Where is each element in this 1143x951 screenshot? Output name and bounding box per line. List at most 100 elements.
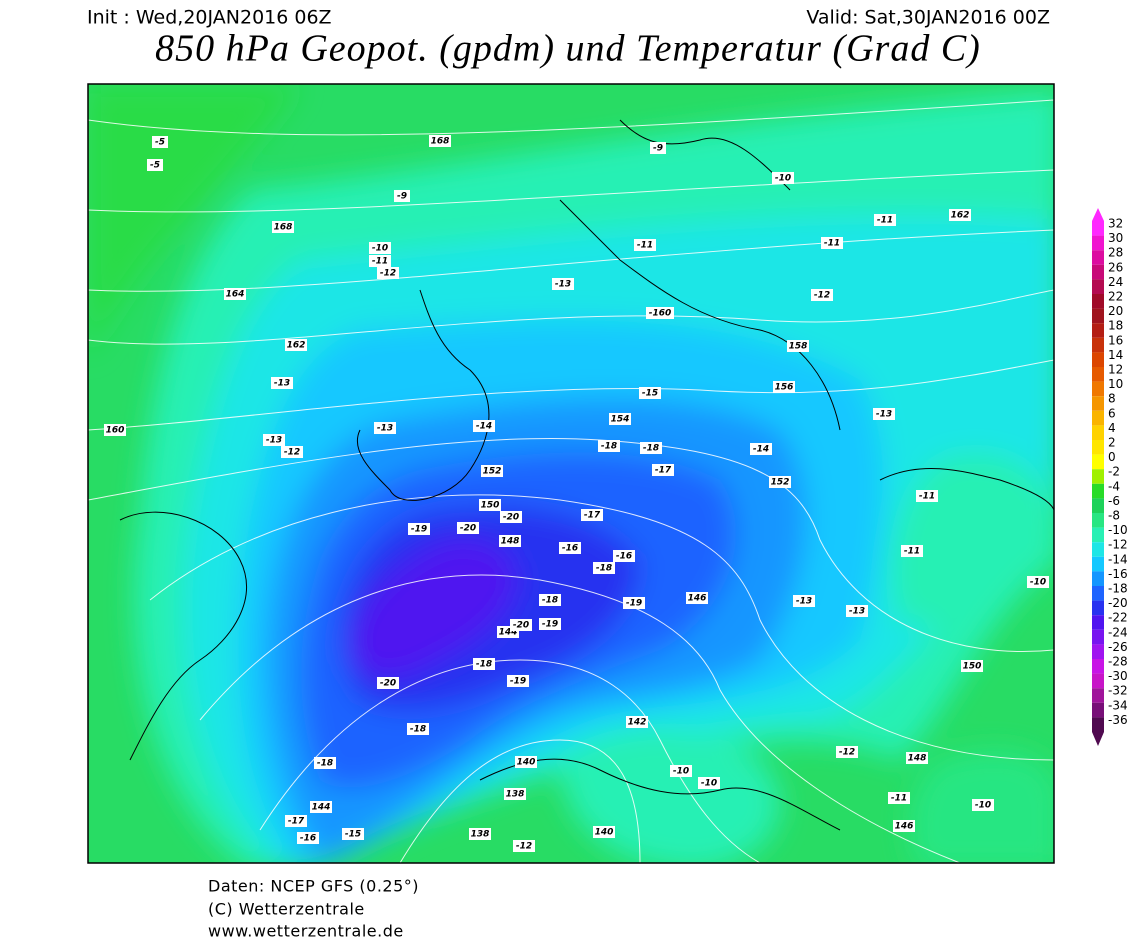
contour-label-box xyxy=(473,420,495,432)
temperature-field xyxy=(88,84,1054,863)
colorbar-label: -16 xyxy=(1108,567,1128,581)
contour-label-box xyxy=(224,288,246,300)
contour-label-box xyxy=(510,619,532,631)
colorbar-label: 20 xyxy=(1108,304,1123,318)
contour-label-box xyxy=(1027,576,1049,588)
map-frame xyxy=(87,83,1055,864)
contour-label-box xyxy=(626,716,648,728)
contour-label: -10 xyxy=(975,801,991,811)
contour-label: -11 xyxy=(372,257,388,267)
colorbar-label: -36 xyxy=(1108,713,1128,727)
colorbar-swatch xyxy=(1092,688,1104,703)
contour-label-box xyxy=(310,801,332,813)
zone xyxy=(88,84,300,360)
coastlines xyxy=(119,119,1054,831)
colorbar-label: -28 xyxy=(1108,655,1128,669)
colorbar-swatch xyxy=(1092,337,1104,353)
contour-label: 162 xyxy=(287,341,306,351)
colorbar-label: 32 xyxy=(1108,217,1123,231)
contour-label: -13 xyxy=(876,410,892,420)
contour-label: -15 xyxy=(642,389,658,399)
footer-source: Daten: NCEP GFS (0.25°) xyxy=(208,877,419,896)
contour-label-box xyxy=(613,550,635,562)
contour-label: -10 xyxy=(372,244,388,254)
colorbar-swatch xyxy=(1092,542,1104,557)
footer-url: www.wetterzentrale.de xyxy=(208,922,404,941)
contour-label-box xyxy=(750,443,772,455)
contour-label: -9 xyxy=(397,192,407,202)
contour-label: -17 xyxy=(584,511,601,521)
colorbar-label: -4 xyxy=(1108,479,1120,493)
contour-label: -19 xyxy=(510,677,526,687)
colorbar-swatch xyxy=(1092,235,1104,251)
colorbar-swatch xyxy=(1092,221,1104,236)
contour-label-box xyxy=(650,142,666,154)
contour-label-box xyxy=(369,255,391,267)
colorbar-label: -20 xyxy=(1108,596,1128,610)
contour-label: -17 xyxy=(655,466,672,476)
contour-label: -11 xyxy=(919,492,935,502)
contour-label-box xyxy=(846,605,868,617)
contour-label: 146 xyxy=(688,594,707,604)
colorbar-label: -6 xyxy=(1108,494,1120,508)
contour-label-box xyxy=(515,756,537,768)
colorbar-swatch xyxy=(1092,629,1104,645)
contour-label-box xyxy=(539,594,561,606)
init-time: Init : Wed,20JAN2016 06Z xyxy=(87,7,332,29)
contour-label: -10 xyxy=(701,779,717,789)
contour-label-box xyxy=(104,424,126,436)
contour-label: -14 xyxy=(476,422,492,432)
contour-label-box xyxy=(374,422,396,434)
colorbar-label: -30 xyxy=(1108,669,1128,683)
colorbar-label: -22 xyxy=(1108,611,1128,625)
colorbar-swatch xyxy=(1092,702,1104,718)
contour-label-box xyxy=(773,381,795,393)
contour-label: 144 xyxy=(312,803,331,813)
colorbar-label: -24 xyxy=(1108,625,1128,639)
contour-label: 160 xyxy=(106,426,125,436)
contour-label: 150 xyxy=(963,662,982,672)
contour-label-box xyxy=(407,723,429,735)
colorbar-swatch xyxy=(1092,571,1104,586)
contour-label: 152 xyxy=(483,467,502,477)
contour-label-box xyxy=(272,221,294,233)
contour-label: -16 xyxy=(562,544,578,554)
colorbar-arrow-top xyxy=(1092,208,1104,221)
contour-label-box xyxy=(539,618,561,630)
colorbar-swatch xyxy=(1092,644,1104,659)
contour-label: -12 xyxy=(284,448,300,458)
contour-label-box xyxy=(698,777,720,789)
colorbar-swatch xyxy=(1092,381,1104,397)
colorbar-swatch xyxy=(1092,483,1104,499)
colorbar-swatch xyxy=(1092,556,1104,572)
colorbar-label: -8 xyxy=(1108,509,1120,523)
colorbar-label: 10 xyxy=(1108,377,1123,391)
contour-label-box xyxy=(772,172,794,184)
colorbar-label: -32 xyxy=(1108,684,1128,698)
contour-label: -17 xyxy=(288,817,305,827)
contour-label-box xyxy=(377,677,399,689)
contour-label: 168 xyxy=(431,137,450,147)
contour-label: 138 xyxy=(471,830,490,840)
contour-label-box xyxy=(552,278,574,290)
contour-label: -9 xyxy=(653,144,663,154)
contour-label-box xyxy=(609,413,631,425)
contour-label-box xyxy=(623,597,645,609)
contour-label-box xyxy=(836,746,858,758)
contour-label-box xyxy=(640,442,662,454)
contour-label: 140 xyxy=(517,758,536,768)
contour-label-box xyxy=(513,840,535,852)
contour-labels: -5 -5 168 -9 -9 -10 168 -10 -11 -12 -11 -11 162 -11 16… xyxy=(104,135,1049,852)
contour-label: -18 xyxy=(643,444,659,454)
valid-time: Valid: Sat,30JAN2016 00Z xyxy=(806,7,1050,29)
contour-label: -5 xyxy=(150,161,160,171)
contour-label: -20 xyxy=(460,524,476,534)
contour-label: 168 xyxy=(274,223,293,233)
contour-label: -13 xyxy=(266,436,282,446)
contour-label-box xyxy=(271,377,293,389)
colorbar-label: 14 xyxy=(1108,348,1123,362)
contour-label: 150 xyxy=(481,501,500,511)
colorbar-swatch xyxy=(1092,527,1104,543)
